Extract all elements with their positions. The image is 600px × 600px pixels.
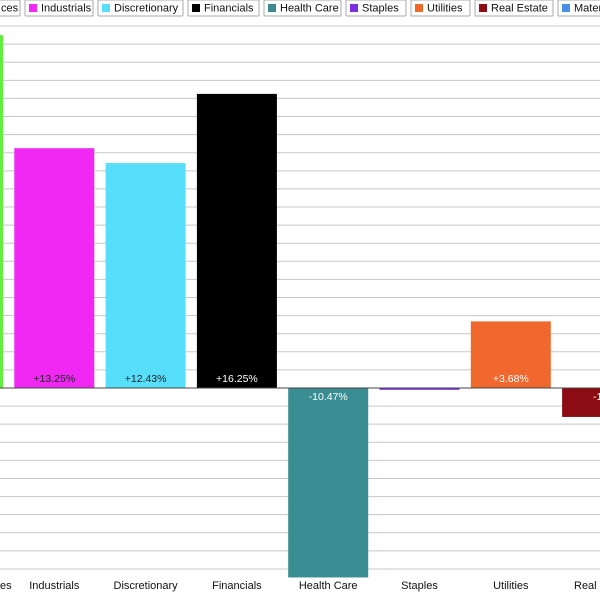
x-tick-label: Financials (212, 580, 262, 592)
x-tick-label: Discretionary (114, 580, 179, 592)
legend-label: Discretionary (114, 2, 179, 14)
legend-label: Utilities (427, 2, 463, 14)
legend-swatch (350, 4, 358, 12)
bar (379, 387, 460, 390)
legend-swatch (29, 4, 37, 12)
legend-item: Financials (187, 0, 260, 17)
bar (196, 93, 277, 388)
legend-box (474, 0, 554, 17)
legend-item: Utilities (410, 0, 471, 17)
legend-box (263, 0, 342, 17)
legend-label: Materia (574, 2, 600, 14)
legend-box (24, 0, 94, 17)
value-label: +16.25% (216, 373, 258, 385)
legend-item: Industrials (24, 0, 94, 17)
x-tick-label: Real (574, 580, 597, 592)
legend-box (187, 0, 260, 17)
bar (470, 321, 551, 388)
legend-box (97, 0, 184, 17)
legend-swatch (192, 4, 200, 12)
x-tick-label: Utilities (493, 580, 529, 592)
x-tick-label: Industrials (29, 580, 80, 592)
legend-label: Financials (204, 2, 254, 14)
legend: ces Industrials Discretionary Financials Hea… (0, 0, 600, 17)
bar (0, 35, 3, 388)
legend-item: Staples (345, 0, 407, 17)
legend-label: Health Care (280, 2, 339, 14)
legend-label: Real Estate (491, 2, 548, 14)
value-label: +13.25% (33, 373, 75, 385)
legend-item: Real Estate (474, 0, 554, 17)
legend-swatch (479, 4, 487, 12)
legend-box (410, 0, 471, 17)
legend-box (345, 0, 407, 17)
legend-item: Health Care (263, 0, 342, 17)
value-label: -1.6 (593, 391, 600, 403)
legend-box (0, 0, 21, 17)
x-tick-label: es (0, 580, 12, 592)
x-tick-label: Staples (401, 580, 438, 592)
value-label: -10.47% (309, 391, 348, 403)
bar (105, 163, 186, 388)
legend-label: Staples (362, 2, 399, 14)
bar (562, 387, 600, 417)
legend-label: ces (1, 2, 19, 14)
x-tick-label: Health Care (299, 580, 358, 592)
legend-swatch (562, 4, 570, 12)
legend-item: Materia (557, 0, 600, 17)
value-label: +12.43% (125, 373, 167, 385)
legend-item: ces (0, 0, 21, 17)
legend-swatch (102, 4, 110, 12)
legend-item: Discretionary (97, 0, 184, 17)
value-label: +3.68% (493, 373, 529, 385)
bar (288, 387, 369, 578)
bar (14, 148, 95, 388)
legend-label: Industrials (41, 2, 92, 14)
legend-swatch (268, 4, 276, 12)
legend-swatch (415, 4, 423, 12)
